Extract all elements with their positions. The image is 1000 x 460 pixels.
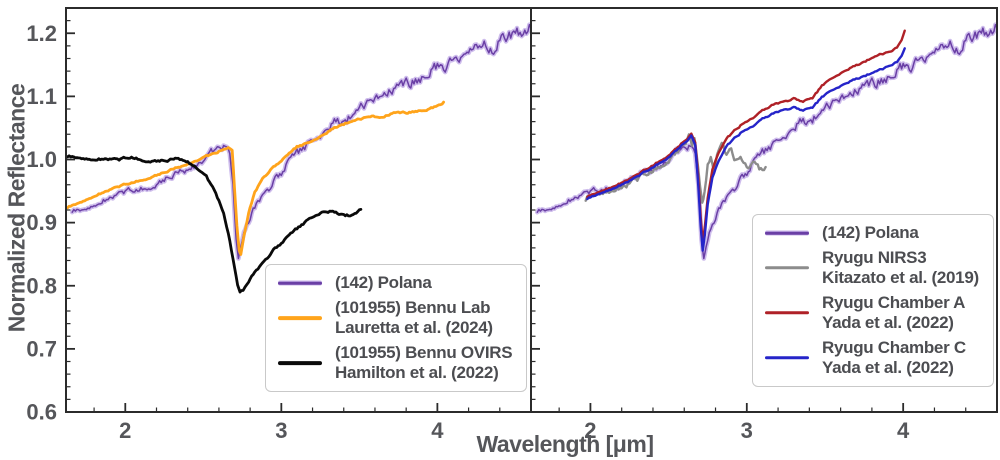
legend-item-polana: (142) Polana bbox=[278, 273, 512, 293]
left-panel: 2 3 4 0.6 0.7 0.8 0.9 1.0 1.1 1.2 bbox=[26, 7, 532, 443]
y-tick-label: 1.0 bbox=[26, 147, 57, 172]
series-ryugu_chamber_c bbox=[586, 47, 906, 252]
x-tick-label: 2 bbox=[584, 418, 596, 443]
legend-item-ryugu_chamber_a: Ryugu Chamber A Yada et al. (2022) bbox=[765, 293, 979, 333]
legend-label: (101955) Bennu OVIRS Hamilton et al. (202… bbox=[335, 343, 513, 382]
series-bennu_ovirs bbox=[66, 154, 363, 294]
y-tick-label: 0.7 bbox=[26, 336, 57, 361]
legend-line-sample-bennu_ovirs bbox=[278, 354, 322, 372]
legend-item-bennu_lab: (101955) Bennu Lab Lauretta et al. (2024) bbox=[278, 298, 512, 338]
series-polana bbox=[71, 23, 531, 260]
y-tick-label: 1.1 bbox=[26, 84, 57, 109]
series-ryugu_chamber_a bbox=[586, 29, 906, 245]
x-tick-label: 4 bbox=[431, 418, 444, 443]
legend-line-sample-polana bbox=[278, 274, 322, 292]
left-legend: (142) Polana (101955) Bennu Lab Lauretta e… bbox=[265, 264, 528, 392]
legend-item-bennu_ovirs: (101955) Bennu OVIRS Hamilton et al. (202… bbox=[278, 343, 513, 383]
series-bennu_lab bbox=[66, 100, 445, 256]
legend-line-sample-ryugu_chamber_c bbox=[765, 349, 809, 367]
legend-label: Ryugu NIRS3 Kitazato et al. (2019) bbox=[822, 248, 979, 287]
series-ryugu_nirs3 bbox=[584, 133, 767, 204]
legend-line-sample-ryugu_nirs3 bbox=[765, 259, 809, 277]
legend-line-sample-polana bbox=[765, 224, 809, 242]
y-tick-label: 1.2 bbox=[26, 21, 57, 46]
x-tick-label: 3 bbox=[275, 418, 287, 443]
y-axis-title: Normalized Reflectance bbox=[3, 83, 30, 333]
legend-item-polana: (142) Polana bbox=[765, 223, 979, 243]
legend-label: (142) Polana bbox=[822, 223, 919, 242]
legend-label: Ryugu Chamber A Yada et al. (2022) bbox=[822, 293, 966, 332]
legend-label: (101955) Bennu Lab Lauretta et al. (2024) bbox=[335, 298, 493, 337]
y-tick-label: 0.8 bbox=[26, 273, 57, 298]
legend-line-sample-ryugu_chamber_a bbox=[765, 304, 809, 322]
left-ticks: 2 3 4 0.6 0.7 0.8 0.9 1.0 1.1 1.2 bbox=[26, 20, 501, 443]
legend-item-ryugu_nirs3: Ryugu NIRS3 Kitazato et al. (2019) bbox=[765, 248, 979, 288]
right-panel: 2 3 4 bbox=[530, 7, 998, 443]
legend-label: Ryugu Chamber C Yada et al. (2022) bbox=[822, 338, 966, 377]
legend-item-ryugu_chamber_c: Ryugu Chamber C Yada et al. (2022) bbox=[765, 338, 979, 378]
legend-line-sample-bennu_lab bbox=[278, 309, 322, 327]
legend-label: (142) Polana bbox=[335, 273, 432, 292]
y-tick-label: 0.6 bbox=[26, 400, 57, 425]
x-tick-label: 2 bbox=[119, 418, 131, 443]
y-tick-label: 0.9 bbox=[26, 210, 57, 235]
x-tick-label: 3 bbox=[741, 418, 753, 443]
right-legend: (142) Polana Ryugu NIRS3 Kitazato et al. (… bbox=[752, 214, 994, 387]
right-axes-frame bbox=[530, 7, 998, 413]
x-tick-label: 4 bbox=[897, 418, 910, 443]
x-axis-title: Wavelength [μm] bbox=[476, 431, 654, 457]
